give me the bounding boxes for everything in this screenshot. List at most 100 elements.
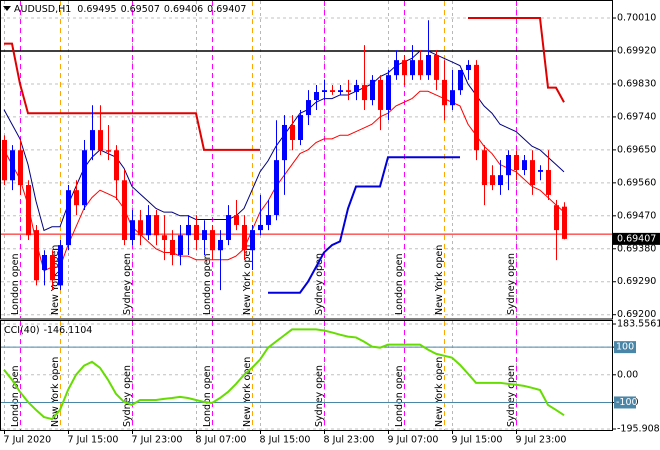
- candle-body: [194, 224, 199, 240]
- x-tick-label: 9 Jul 15:00: [452, 435, 503, 446]
- candle-body: [506, 155, 511, 176]
- session-label: New York open: [242, 245, 253, 315]
- indicator-line: [4, 17, 565, 151]
- chart-title: AUDUSD,H1: [14, 4, 71, 15]
- candle-body: [418, 60, 423, 76]
- candle-body: [18, 150, 23, 186]
- candle-body: [242, 224, 247, 251]
- candle-body: [82, 150, 87, 206]
- menu-triangle: [3, 6, 11, 11]
- session-label: London open: [10, 253, 21, 315]
- session-label: Sydney open: [506, 365, 517, 427]
- cci-header: CCI(40) -146.1104: [4, 325, 92, 336]
- candle-body: [130, 220, 135, 240]
- y-tick-label: 0.69920: [617, 45, 656, 56]
- session-label: Sydney open: [122, 253, 133, 315]
- candle-body: [218, 239, 223, 251]
- session-label: Sydney open: [314, 253, 325, 315]
- session-label: Sydney open: [122, 365, 133, 427]
- session-label: New York open: [50, 245, 61, 315]
- y-tick-label: 0.69380: [617, 243, 656, 254]
- candle-body: [386, 75, 391, 110]
- candle-body: [250, 230, 255, 251]
- candle-body: [538, 170, 543, 172]
- candle-body: [522, 160, 527, 171]
- x-tick-label: 9 Jul 23:00: [516, 435, 567, 446]
- y-tick-label: 0.69740: [617, 111, 656, 122]
- session-label: London open: [394, 253, 405, 315]
- chart-header: AUDUSD,H1 0.69495 0.69507 0.69406 0.69407: [14, 4, 246, 15]
- session-label: London open: [394, 365, 405, 427]
- candle-body: [106, 150, 111, 152]
- x-tick-label: 7 Jul 23:00: [132, 435, 183, 446]
- candle-body: [394, 60, 399, 76]
- candle-body: [114, 150, 119, 181]
- candle-body: [482, 150, 487, 186]
- candle-body: [170, 239, 175, 255]
- session-label: New York open: [434, 357, 445, 427]
- candle-body: [162, 235, 167, 240]
- header-high: 0.69507: [121, 4, 160, 15]
- candle-body: [338, 90, 343, 93]
- x-tick-label: 9 Jul 07:00: [388, 435, 439, 446]
- y-tick-label: -195.9081: [617, 424, 660, 435]
- x-tick-label: 7 Jul 2020: [4, 435, 52, 446]
- candle-body: [378, 79, 383, 110]
- cci-value: -146.1104: [44, 325, 93, 336]
- candle-body: [314, 92, 319, 101]
- y-tick-label: 0.69650: [617, 144, 656, 155]
- x-tick-label: 8 Jul 15:00: [260, 435, 311, 446]
- candle-body: [330, 90, 335, 93]
- session-label: Sydney open: [314, 365, 325, 427]
- candle-body: [274, 160, 279, 216]
- current-price-box: [613, 232, 660, 245]
- candle-body: [34, 230, 39, 281]
- candle-body: [530, 160, 535, 186]
- candle-body: [266, 215, 271, 225]
- candle-body: [146, 215, 151, 236]
- header-low: 0.69406: [164, 4, 203, 15]
- candle-body: [10, 150, 15, 181]
- indicator-line: [268, 156, 460, 294]
- candle-body: [178, 235, 183, 255]
- header-close: 0.69407: [207, 4, 246, 15]
- candle-body: [322, 90, 327, 93]
- cci-title: CCI(40): [4, 325, 40, 336]
- current-price-label: 0.69407: [617, 233, 656, 244]
- level-badge: [614, 396, 636, 409]
- candle-body: [458, 70, 463, 91]
- cci-pane: [0, 320, 613, 431]
- candle-body: [402, 60, 407, 76]
- x-tick-label: 7 Jul 15:00: [68, 435, 119, 446]
- candle-body: [490, 175, 495, 186]
- session-label: New York open: [50, 357, 61, 427]
- y-tick-label: 0.69830: [617, 78, 656, 89]
- candle-body: [202, 230, 207, 240]
- candle-body: [442, 79, 447, 106]
- candle-body: [290, 124, 295, 140]
- candle-body: [282, 124, 287, 161]
- session-label: Sydney open: [506, 253, 517, 315]
- x-tick-label: 8 Jul 07:00: [196, 435, 247, 446]
- candle-body: [50, 255, 55, 281]
- session-label: London open: [202, 253, 213, 315]
- candle-body: [426, 55, 431, 76]
- candle-body: [98, 130, 103, 151]
- candle-body: [122, 180, 127, 240]
- candle-body: [226, 215, 231, 240]
- candle-body: [234, 215, 239, 225]
- candle-body: [210, 230, 215, 251]
- candle-body: [66, 190, 71, 246]
- candle-body: [58, 245, 63, 286]
- session-label: London open: [10, 365, 21, 427]
- candle-body: [154, 215, 159, 236]
- candle-body: [306, 100, 311, 116]
- cci-line: [3, 328, 565, 421]
- candle-body: [514, 155, 519, 171]
- y-tick-label: 0.69560: [617, 177, 656, 188]
- y-tick-label: 0.69470: [617, 210, 656, 221]
- candle-body: [26, 185, 31, 236]
